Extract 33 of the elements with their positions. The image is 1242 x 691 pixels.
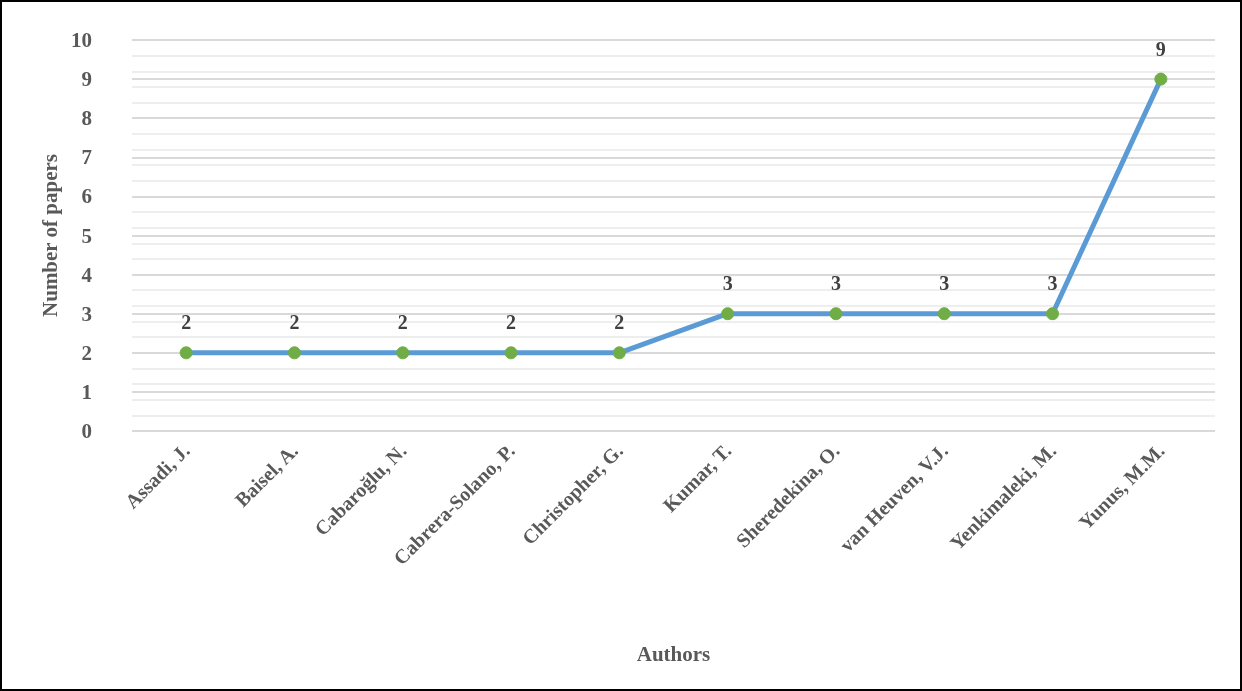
point: [829, 307, 843, 321]
point: [287, 346, 301, 360]
data-label: 2: [397, 311, 408, 334]
y-tick-label: 5: [81, 223, 92, 248]
y-tick-label: 3: [81, 301, 92, 326]
point: [1154, 72, 1168, 86]
y-tick-label: 2: [81, 340, 92, 365]
x-axis-title: Authors: [636, 641, 711, 666]
y-tick-label: 9: [81, 67, 92, 92]
data-label: 3: [830, 272, 841, 295]
point: [396, 346, 410, 360]
data-label: 3: [722, 272, 733, 295]
y-tick-label: 7: [81, 145, 92, 170]
point: [612, 346, 626, 360]
y-tick-label: 6: [81, 184, 92, 209]
point: [937, 307, 951, 321]
point: [721, 307, 735, 321]
data-label: 2: [614, 311, 625, 334]
point: [504, 346, 518, 360]
y-tick-label: 4: [81, 262, 93, 287]
y-tick-label: 0: [81, 419, 92, 443]
point: [1046, 307, 1060, 321]
y-tick-label: 10: [71, 28, 92, 52]
data-label: 9: [1155, 37, 1166, 60]
point: [179, 346, 193, 360]
y-tick-label: 8: [81, 106, 92, 131]
data-label: 2: [181, 311, 192, 334]
y-tick-label: 1: [81, 379, 92, 404]
data-label: 2: [506, 311, 517, 334]
data-label: 3: [1047, 272, 1058, 295]
data-label: 2: [289, 311, 300, 334]
data-label: 3: [939, 272, 950, 295]
y-axis-title: Number of papers: [37, 154, 62, 317]
